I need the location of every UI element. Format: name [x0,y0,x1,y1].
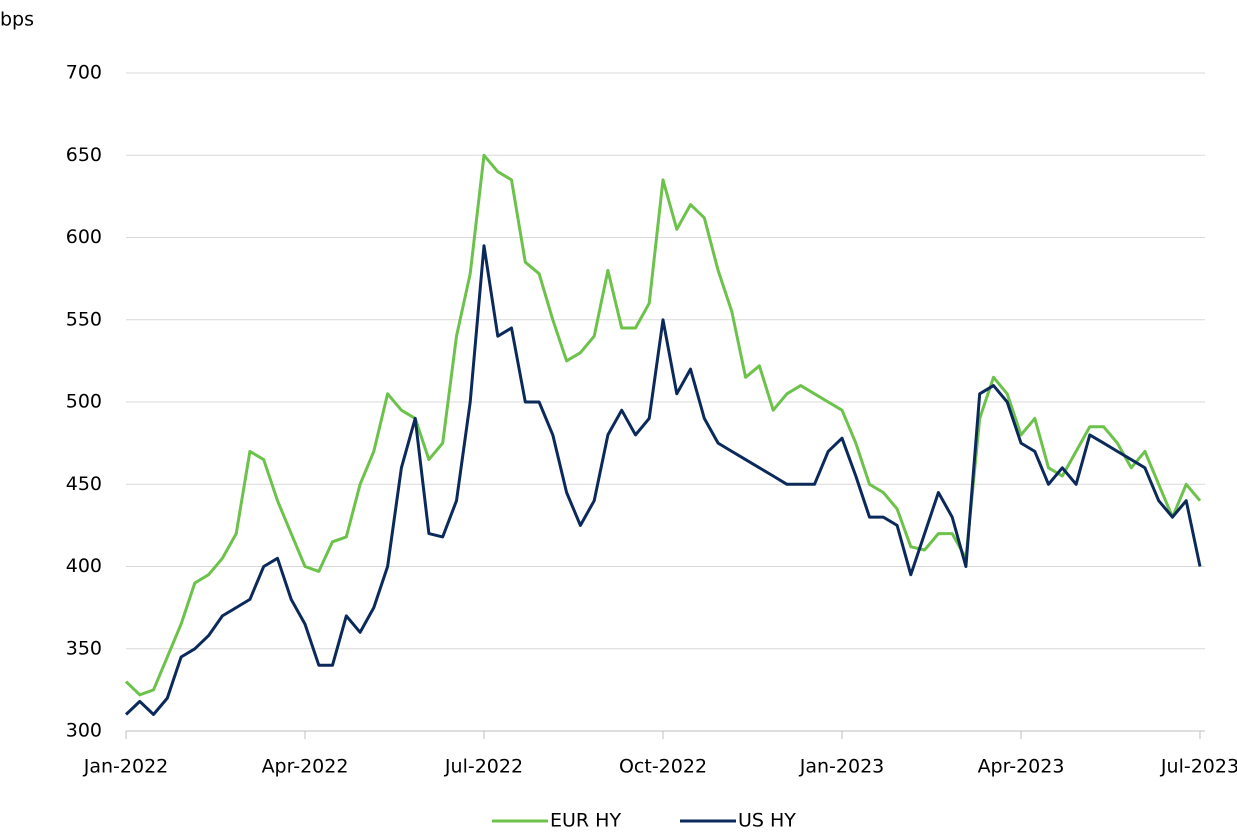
y-tick-label: 400 [66,555,102,577]
y-tick-label: 300 [66,720,102,742]
x-tick-label: Apr-2022 [262,756,349,778]
x-tick-label: Jan-2022 [83,756,169,778]
y-axis-label: bps [0,9,34,31]
x-tick-label: Jul-2023 [1160,756,1237,778]
x-tick-label: Jul-2022 [444,756,523,778]
x-tick-label: Apr-2023 [978,756,1065,778]
y-tick-label: 550 [66,308,102,330]
series-line [124,153,1202,697]
legend-label: US HY [738,810,796,832]
x-tick-label: Jan-2023 [799,756,885,778]
y-tick-label: 350 [66,637,102,659]
x-tick-label: Oct-2022 [619,756,707,778]
legend-label: EUR HY [550,810,621,832]
y-tick-label: 450 [66,473,102,495]
y-tick-label: 700 [66,62,102,84]
series-line [124,244,1202,716]
y-tick-label: 600 [66,226,102,248]
y-tick-label: 500 [66,391,102,413]
y-tick-label: 650 [66,144,102,166]
